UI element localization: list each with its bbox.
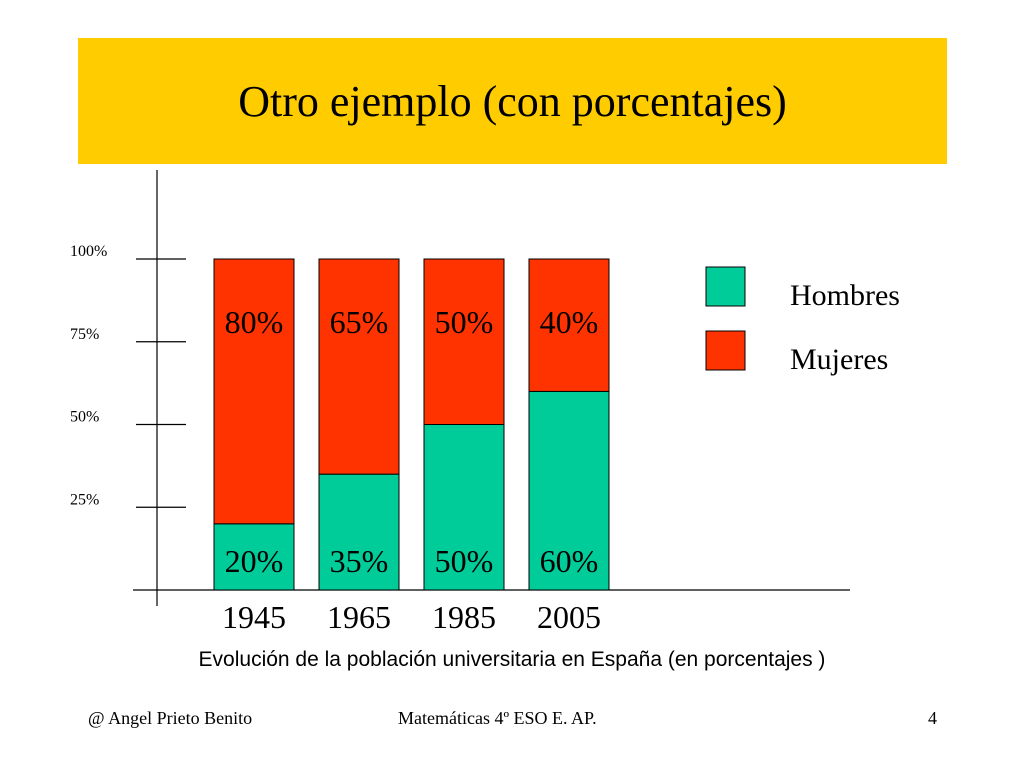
data-label-mujeres: 40% (540, 304, 599, 340)
bar-segment-mujeres (528, 258, 610, 392)
x-tick-label: 1985 (432, 599, 496, 635)
footer-course: Matemáticas 4º ESO E. AP. (398, 708, 597, 728)
y-tick-label: 50% (70, 409, 99, 426)
x-tick-label: 1965 (327, 599, 391, 635)
footer-author: @ Angel Prieto Benito (88, 708, 253, 728)
data-label-mujeres: 50% (435, 304, 494, 340)
data-label-mujeres: 65% (330, 304, 389, 340)
bar-segment-mujeres (318, 258, 400, 475)
title-banner: Otro ejemplo (con porcentajes) (78, 38, 947, 164)
y-tick-label: 25% (70, 491, 99, 508)
y-tick-label: 75% (70, 326, 99, 343)
data-label-hombres: 35% (330, 543, 389, 579)
x-tick-label: 1945 (222, 599, 286, 635)
x-tick-label: 2005 (537, 599, 601, 635)
bar-segment-mujeres (423, 258, 505, 425)
bar-segment-hombres (318, 473, 400, 591)
y-tick-label: 100% (70, 243, 107, 260)
legend-label-mujeres: Mujeres (790, 343, 888, 376)
chart-caption: Evolución de la población universitaria … (198, 648, 826, 671)
bar-segment-hombres (213, 523, 295, 591)
legend-swatch-hombres (705, 266, 746, 307)
slide-title: Otro ejemplo (con porcentajes) (238, 76, 787, 126)
data-label-hombres: 60% (540, 543, 599, 579)
data-label-hombres: 20% (225, 543, 284, 579)
bar-segment-hombres (423, 424, 505, 591)
bar-segment-mujeres (213, 258, 295, 525)
legend-swatch-mujeres (705, 330, 746, 371)
data-label-hombres: 50% (435, 543, 494, 579)
legend-label-hombres: Hombres (790, 279, 900, 312)
bar-segment-hombres (528, 390, 610, 591)
data-label-mujeres: 80% (225, 304, 284, 340)
footer-page-number: 4 (928, 708, 937, 728)
